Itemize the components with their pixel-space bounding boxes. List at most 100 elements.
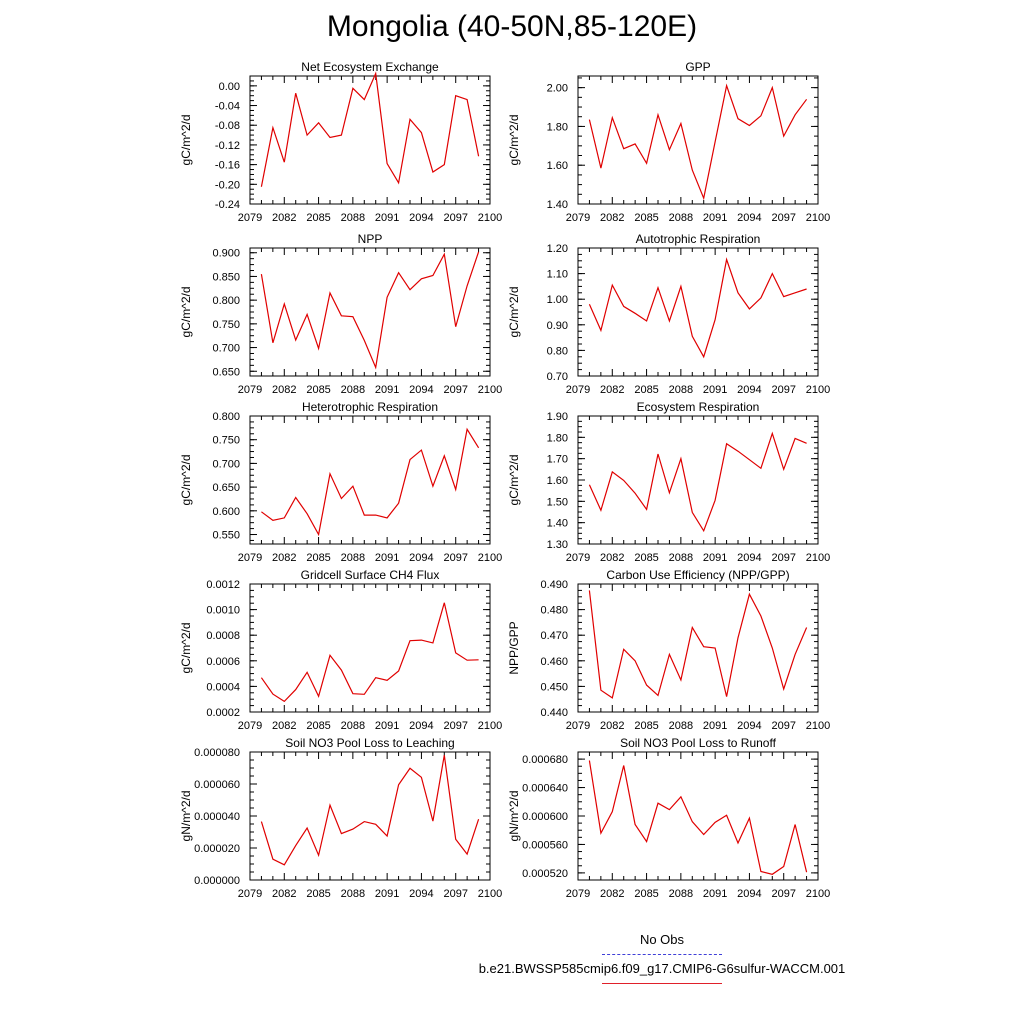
plot-frame <box>249 415 491 545</box>
x-tick-label: 2082 <box>272 552 296 564</box>
x-tick-label: 2094 <box>737 888 761 900</box>
y-tick-label: 1.40 <box>547 518 568 530</box>
x-tick-label: 2082 <box>272 384 296 396</box>
chart-title: Autotrophic Respiration <box>636 232 761 246</box>
x-tick-label: 2091 <box>703 888 727 900</box>
series-line <box>588 83 808 201</box>
y-tick-label: 0.460 <box>540 656 568 668</box>
legend-case-label: b.e21.BWSSP585cmip6.f09_g17.CMIP6-G6sulf… <box>478 961 846 976</box>
chart-panel-8: 2079 2082 2085 2088 2091 2094 2097 2100 0.490 0.4… <box>507 568 830 732</box>
x-tick-label: 2079 <box>566 384 590 396</box>
y-tick-label: 0.000520 <box>522 868 568 880</box>
y-axis-label: gN/m^2/d <box>507 791 521 842</box>
x-tick-label: 2091 <box>375 888 399 900</box>
x-tick-label: 2079 <box>566 888 590 900</box>
chart-title: Heterotrophic Respiration <box>302 400 438 414</box>
x-tick-label: 2082 <box>272 888 296 900</box>
series-line <box>588 431 807 533</box>
x-tick-label: 2100 <box>806 888 830 900</box>
x-tick-label: 2085 <box>634 552 658 564</box>
x-tick-label: 2091 <box>703 384 727 396</box>
y-tick-label: -0.04 <box>215 101 240 113</box>
y-tick-label: 0.000080 <box>194 747 240 759</box>
x-tick-label: 2094 <box>409 552 433 564</box>
x-tick-label: 2097 <box>771 552 795 564</box>
x-tick-label: 2088 <box>669 212 693 224</box>
series-line <box>588 760 808 875</box>
legend-no-obs-line <box>602 954 722 955</box>
y-tick-label: 0.480 <box>540 605 568 617</box>
y-tick-label: 0.80 <box>547 345 568 357</box>
y-tick-label: 0.800 <box>212 411 240 423</box>
y-tick-label: 0.900 <box>212 248 240 260</box>
chart-panel-5: 2079 2082 2085 2088 2091 2094 2097 2100 0.800 0.7… <box>179 400 502 564</box>
x-tick-label: 2085 <box>634 888 658 900</box>
y-tick-label: -0.12 <box>215 140 240 152</box>
plot-frame <box>577 415 819 545</box>
chart-title: Soil NO3 Pool Loss to Leaching <box>285 736 454 750</box>
x-tick-label: 2088 <box>341 212 365 224</box>
y-axis-label: gC/m^2/d <box>179 287 193 338</box>
x-tick-label: 2088 <box>669 552 693 564</box>
y-tick-label: 1.50 <box>547 496 568 508</box>
x-tick-label: 2097 <box>443 888 467 900</box>
x-tick-label: 2082 <box>272 212 296 224</box>
x-tick-label: 2082 <box>600 552 624 564</box>
y-tick-label: -0.08 <box>215 120 240 132</box>
legend-no-obs-label: No Obs <box>639 932 685 947</box>
x-tick-label: 2085 <box>306 720 330 732</box>
y-tick-label: 0.000000 <box>194 875 240 887</box>
x-tick-label: 2079 <box>238 888 262 900</box>
x-tick-label: 2088 <box>669 720 693 732</box>
x-tick-label: 2085 <box>634 720 658 732</box>
plot-frame <box>577 751 819 881</box>
y-tick-label: 0.440 <box>540 707 568 719</box>
chart-title: Carbon Use Efficiency (NPP/GPP) <box>606 568 789 582</box>
y-tick-label: 1.60 <box>547 475 568 487</box>
y-tick-label: -0.20 <box>215 179 240 191</box>
y-tick-label: 0.70 <box>547 371 568 383</box>
chart-title: Ecosystem Respiration <box>637 400 760 414</box>
x-tick-label: 2091 <box>703 720 727 732</box>
y-tick-label: 1.90 <box>547 411 568 423</box>
x-tick-label: 2094 <box>409 212 433 224</box>
x-tick-label: 2100 <box>478 384 502 396</box>
chart-title: Net Ecosystem Exchange <box>301 60 439 74</box>
x-tick-label: 2079 <box>238 552 262 564</box>
x-tick-label: 2100 <box>806 212 830 224</box>
y-tick-label: -0.24 <box>215 199 240 211</box>
y-axis-label: gN/m^2/d <box>179 791 193 842</box>
y-tick-label: 0.850 <box>212 271 240 283</box>
x-tick-label: 2100 <box>478 888 502 900</box>
y-tick-label: 0.90 <box>547 320 568 332</box>
x-tick-label: 2091 <box>375 384 399 396</box>
y-axis-label: gC/m^2/d <box>507 115 521 166</box>
y-tick-label: 1.00 <box>547 294 568 306</box>
y-tick-label: 0.750 <box>212 435 240 447</box>
y-tick-label: 1.30 <box>547 539 568 551</box>
x-tick-label: 2079 <box>566 720 590 732</box>
x-tick-label: 2100 <box>806 720 830 732</box>
chart-title: Soil NO3 Pool Loss to Runoff <box>620 736 777 750</box>
y-tick-label: 0.600 <box>212 506 240 518</box>
x-tick-label: 2097 <box>771 384 795 396</box>
series-line <box>588 590 808 699</box>
x-tick-label: 2091 <box>375 212 399 224</box>
x-tick-label: 2097 <box>771 212 795 224</box>
y-tick-label: 2.00 <box>547 83 568 95</box>
y-tick-label: 0.0002 <box>206 707 240 719</box>
legend-case-line <box>602 983 722 984</box>
y-tick-label: 0.550 <box>212 530 240 542</box>
y-tick-label: 0.000600 <box>522 811 568 823</box>
y-tick-label: 0.450 <box>540 681 568 693</box>
x-tick-label: 2085 <box>306 552 330 564</box>
chart-panel-3: 2079 2082 2085 2088 2091 2094 2097 2100 0.900 0.8… <box>179 232 502 396</box>
y-tick-label: 1.60 <box>547 160 568 172</box>
series-line <box>260 251 480 370</box>
y-tick-label: 0.700 <box>212 458 240 470</box>
x-tick-label: 2091 <box>703 552 727 564</box>
x-tick-label: 2082 <box>600 720 624 732</box>
x-tick-label: 2097 <box>771 888 795 900</box>
x-tick-label: 2094 <box>409 384 433 396</box>
